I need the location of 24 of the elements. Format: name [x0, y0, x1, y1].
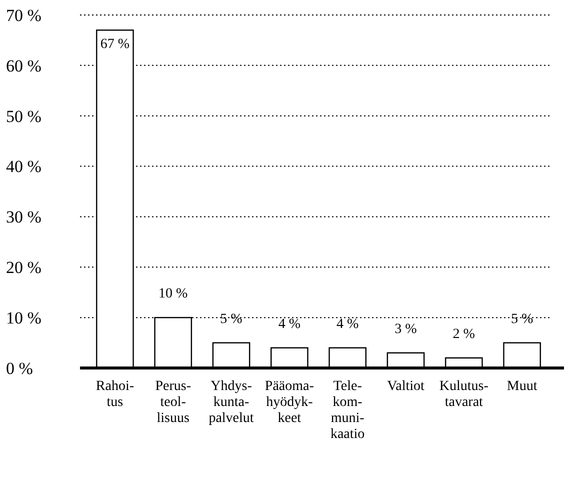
- data-label: 5 %: [510, 312, 534, 327]
- y-tick-label: 70 %: [6, 6, 42, 25]
- x-tick-label: Pääoma- hyödyk- keet: [264, 379, 314, 426]
- data-label: 5 %: [220, 312, 243, 327]
- y-tick-label: 60 %: [6, 56, 42, 76]
- x-tick-label: Valtiot: [387, 379, 425, 394]
- data-label: 67 %: [100, 37, 130, 52]
- y-tick-label: 50 %: [6, 106, 42, 126]
- y-tick-label: 20 %: [6, 258, 42, 278]
- x-tick-label: Kulutus- tavarat: [439, 379, 489, 410]
- data-label: 4 %: [278, 316, 301, 332]
- data-label: 3 %: [394, 322, 418, 337]
- y-tick-label: 30 %: [6, 208, 42, 227]
- y-tick-label: 0 %: [6, 358, 33, 378]
- y-tick-label: 10 %: [6, 308, 42, 328]
- y-tick-label: 40 %: [6, 157, 42, 176]
- data-label: 2 %: [452, 326, 476, 342]
- data-label: 4 %: [336, 316, 359, 332]
- x-tick-label: Yhdys- kunta- palvelut: [208, 379, 254, 426]
- data-label: 10 %: [158, 286, 188, 302]
- x-tick-label: Perus- teol- lisuus: [155, 379, 192, 426]
- x-tick-label: Muut: [506, 379, 538, 394]
- x-tick-label: Tele- kom- muni- kaatio: [330, 379, 365, 442]
- x-tick-label: Rahoi- tus: [96, 379, 134, 410]
